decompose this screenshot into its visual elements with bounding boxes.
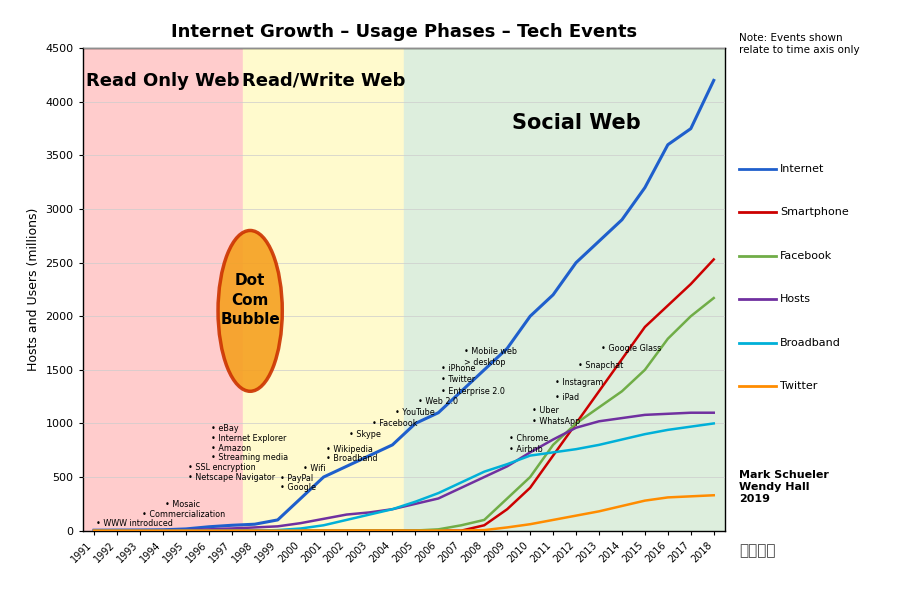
Ellipse shape (218, 230, 282, 391)
Text: • Instagram: • Instagram (555, 378, 604, 387)
Text: • Google: • Google (280, 483, 316, 492)
Y-axis label: Hosts and Users (millions): Hosts and Users (millions) (27, 208, 39, 371)
Text: Broadband: Broadband (780, 338, 841, 347)
Text: Social Web: Social Web (511, 113, 641, 133)
Text: • YouTube: • YouTube (395, 408, 434, 417)
Text: • Streaming media: • Streaming media (211, 453, 288, 463)
Text: • Wikipedia: • Wikipedia (326, 444, 373, 453)
Text: • Amazon: • Amazon (211, 444, 252, 453)
Text: Internet: Internet (780, 164, 824, 174)
Text: • SSL encryption: • SSL encryption (188, 463, 256, 472)
Bar (83, 48, 243, 531)
Text: Read Only Web: Read Only Web (86, 72, 240, 90)
Text: • iPad: • iPad (555, 393, 579, 402)
Text: • eBay: • eBay (211, 425, 239, 434)
Text: • Snapchat: • Snapchat (578, 361, 623, 370)
Text: • Airbnb: • Airbnb (509, 444, 543, 453)
Text: • iPhone: • iPhone (441, 364, 475, 373)
Bar (243, 48, 404, 531)
Text: ⒸⓘⓈⒶ: ⒸⓘⓈⒶ (739, 543, 776, 558)
Text: • Broadband: • Broadband (326, 454, 377, 463)
Text: • Internet Explorer: • Internet Explorer (211, 434, 286, 443)
Text: • WWW introduced: • WWW introduced (96, 519, 174, 528)
Text: Facebook: Facebook (780, 251, 833, 260)
Text: • Wifi: • Wifi (303, 464, 326, 473)
Text: • Mosaic: • Mosaic (165, 500, 200, 510)
Text: Dot
Com
Bubble: Dot Com Bubble (220, 273, 280, 327)
Text: Hosts: Hosts (780, 294, 812, 304)
Text: • Skype: • Skype (349, 430, 381, 438)
Text: • Web 2.0: • Web 2.0 (418, 397, 458, 406)
Text: • Enterprise 2.0: • Enterprise 2.0 (441, 387, 505, 396)
Text: • Uber: • Uber (532, 406, 559, 415)
Text: • PayPal: • PayPal (280, 473, 313, 482)
Text: • Netscape Navigator: • Netscape Navigator (188, 473, 275, 482)
Text: • Mobile web
> desktop: • Mobile web > desktop (464, 347, 517, 367)
Text: Twitter: Twitter (780, 381, 818, 391)
Text: Smartphone: Smartphone (780, 207, 849, 217)
Text: Mark Schueler
Wendy Hall
2019: Mark Schueler Wendy Hall 2019 (739, 470, 829, 504)
Text: Read/Write Web: Read/Write Web (242, 72, 405, 90)
Text: • Google Glass: • Google Glass (601, 344, 662, 353)
Text: • Commercialization: • Commercialization (142, 510, 226, 519)
Text: • Facebook: • Facebook (372, 419, 418, 428)
Text: • Twitter: • Twitter (441, 375, 475, 384)
Text: Note: Events shown
relate to time axis only: Note: Events shown relate to time axis o… (739, 33, 859, 55)
Title: Internet Growth – Usage Phases – Tech Events: Internet Growth – Usage Phases – Tech Ev… (171, 23, 637, 41)
Bar (404, 48, 725, 531)
Text: • WhatsApp: • WhatsApp (532, 417, 581, 426)
Text: • Chrome: • Chrome (509, 434, 549, 443)
